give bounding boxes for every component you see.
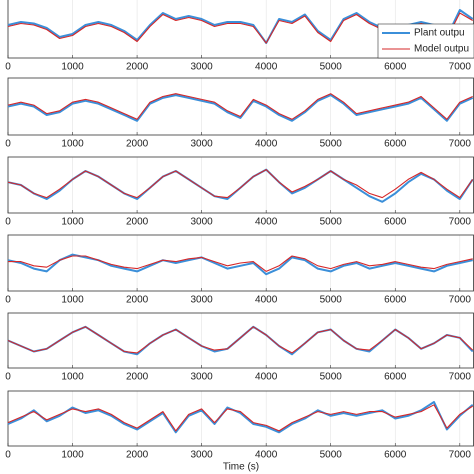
x-tick-label: 2000 <box>126 450 149 461</box>
x-tick-label: 2000 <box>126 217 149 228</box>
x-tick-label: 0 <box>5 139 11 150</box>
x-tick-label: 3000 <box>191 139 214 150</box>
x-tick-label: 4000 <box>255 450 278 461</box>
x-axis-label: Time (s) <box>223 462 259 473</box>
x-tick-label: 5000 <box>320 62 343 73</box>
series-line <box>7 253 473 276</box>
x-tick-label: 5000 <box>320 372 343 383</box>
x-tick-label: 4000 <box>255 372 278 383</box>
series-line <box>8 255 473 272</box>
x-tick-label: 7000 <box>449 62 472 73</box>
series-line <box>7 326 474 354</box>
x-tick-label: 2000 <box>126 372 149 383</box>
x-tick-label: 6000 <box>384 139 407 150</box>
x-tick-label: 3000 <box>191 372 214 383</box>
x-tick-label: 5000 <box>320 139 343 150</box>
x-tick-label: 3000 <box>191 217 214 228</box>
x-tick-label: 7000 <box>449 139 472 150</box>
series-line <box>7 93 473 120</box>
x-tick-label: 6000 <box>384 62 407 73</box>
x-tick-label: 4000 <box>255 139 278 150</box>
x-tick-label: 6000 <box>384 450 407 461</box>
x-tick-label: 1000 <box>61 217 84 228</box>
axes-frame <box>7 312 474 369</box>
x-tick-label: 5000 <box>320 450 343 461</box>
x-tick-label: 0 <box>5 295 11 306</box>
x-tick-label: 6000 <box>384 217 407 228</box>
x-tick-label: 3000 <box>191 62 214 73</box>
x-tick-label: 5000 <box>320 295 343 306</box>
x-tick-label: 0 <box>5 372 11 383</box>
x-tick-label: 7000 <box>449 372 472 383</box>
x-tick-label: 1000 <box>61 372 84 383</box>
x-tick-label: 6000 <box>384 372 407 383</box>
x-tick-label: 0 <box>5 450 11 461</box>
x-tick-label: 0 <box>5 217 11 228</box>
legend-label: Plant outpu <box>414 28 465 39</box>
x-tick-label: 7000 <box>449 295 472 306</box>
x-tick-label: 5000 <box>320 217 343 228</box>
x-tick-label: 1000 <box>61 139 84 150</box>
x-tick-label: 6000 <box>384 295 407 306</box>
series-line <box>7 94 474 122</box>
x-tick-label: 2000 <box>126 295 149 306</box>
x-tick-label: 0 <box>5 62 11 73</box>
x-tick-label: 4000 <box>255 295 278 306</box>
legend-label: Model outpu <box>414 44 469 55</box>
x-tick-label: 7000 <box>449 217 472 228</box>
series-line <box>7 404 473 432</box>
x-tick-label: 3000 <box>191 295 214 306</box>
x-tick-label: 2000 <box>126 139 149 150</box>
series-line <box>7 325 474 356</box>
x-tick-label: 1000 <box>61 62 84 73</box>
x-tick-label: 4000 <box>255 62 278 73</box>
x-tick-label: 1000 <box>61 295 84 306</box>
axes-frame <box>7 390 474 447</box>
x-tick-label: 1000 <box>61 450 84 461</box>
x-tick-label: 7000 <box>449 450 472 461</box>
x-tick-label: 4000 <box>255 217 278 228</box>
legend-box <box>377 23 474 59</box>
series-line <box>7 168 474 203</box>
axes-frame <box>7 77 474 136</box>
series-line <box>7 169 474 199</box>
x-tick-label: 3000 <box>191 450 214 461</box>
x-tick-label: 2000 <box>126 62 149 73</box>
series-line <box>7 401 474 434</box>
